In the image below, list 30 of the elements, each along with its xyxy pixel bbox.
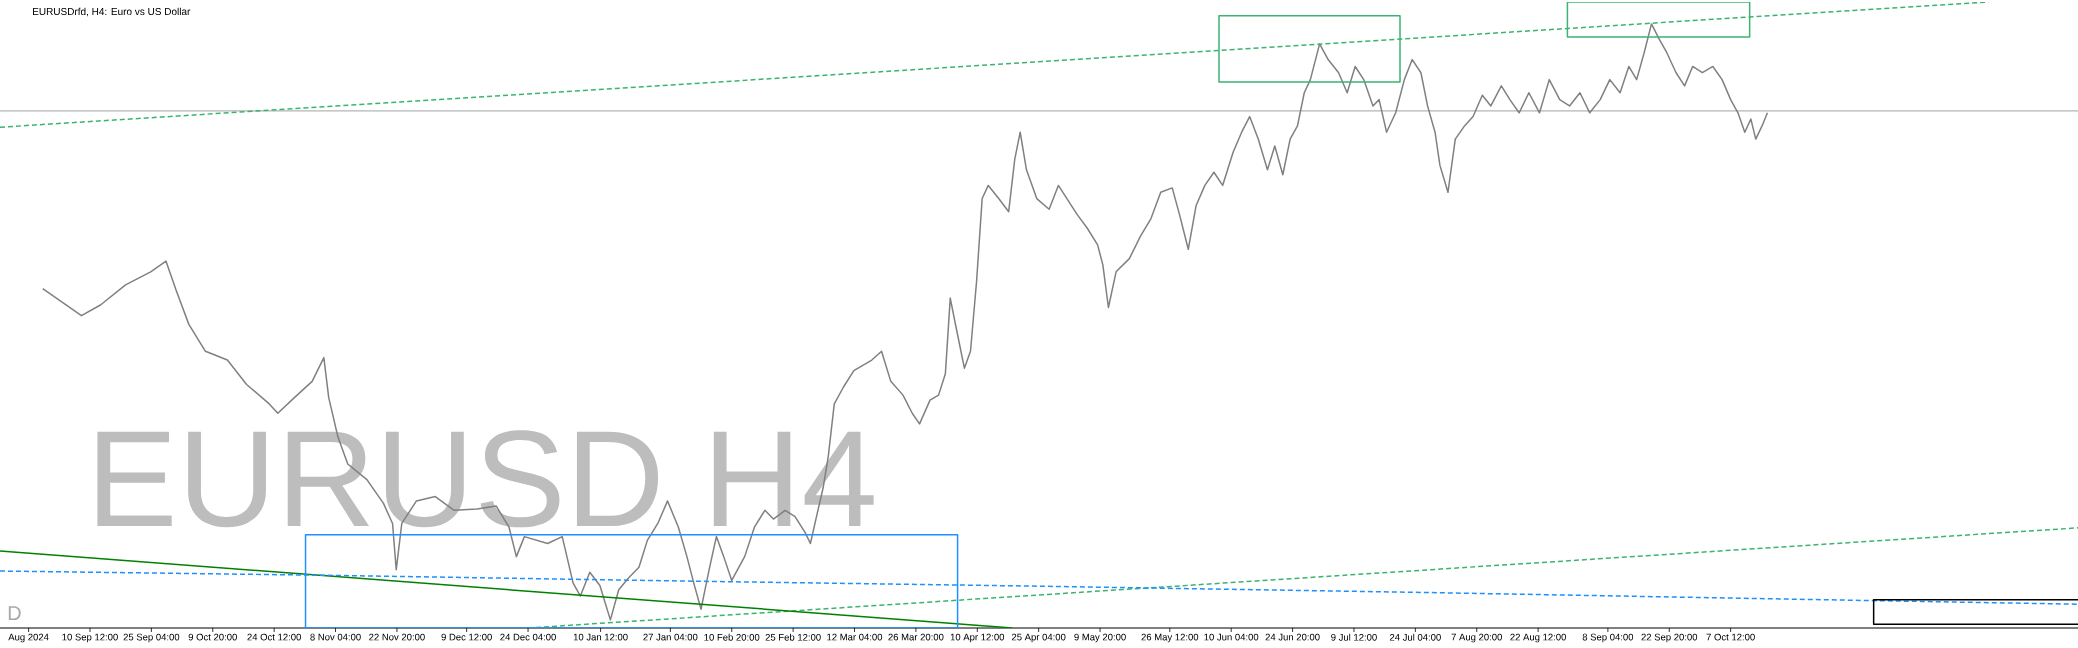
x-tick-label: 22 Aug 12:00 [1510,633,1566,643]
x-tick-label: 24 Jul 04:00 [1389,633,1441,641]
annotation: D [8,606,21,620]
x-tick-label: Aug 2024 [8,633,49,643]
x-tick-label: 7 Oct 12:00 [1706,633,1755,641]
x-tick-label: 9 Dec 12:00 [441,633,492,641]
x-tick-label: 8 Sep 04:00 [1582,633,1634,643]
x-tick-label: 7 Aug 20:00 [1451,633,1502,643]
x-tick-label: 9 May 20:00 [1074,633,1126,643]
x-tick-label: 10 Jun 04:00 [1204,633,1259,641]
text: EURUSDrfd, H4: Euro vs US Dollar [33,7,191,17]
x-tick-label: 10 Sep 12:00 [62,633,118,643]
x-tick-label: 10 Feb 20:00 [704,633,760,641]
x-tick-label: 9 Oct 20:00 [188,633,237,641]
x-tick-label: 24 Oct 12:00 [247,633,301,641]
x-tick-label: 25 Feb 12:00 [765,633,821,641]
x-tick-label: 24 Jun 20:00 [1265,633,1320,641]
x-tick-label: 10 Apr 12:00 [950,633,1005,643]
x-tick-label: 9 Jul 12:00 [1331,633,1377,641]
x-tick-label: 24 Dec 04:00 [500,633,556,641]
x-tick-label: 12 Mar 04:00 [827,633,883,641]
x-tick-label: 22 Sep 20:00 [1641,633,1698,643]
x-tick-label: 25 Sep 04:00 [123,633,180,643]
x-tick-label: 25 Apr 04:00 [1011,633,1066,643]
x-tick-label: 26 Mar 20:00 [888,633,944,641]
x-tick-label: 22 Nov 20:00 [369,633,425,641]
x-tick-label: 8 Nov 04:00 [310,633,361,641]
x-tick-label: 10 Jan 12:00 [573,633,628,641]
x-tick-label: 26 May 12:00 [1141,633,1199,643]
x-tick-label: 27 Jan 04:00 [643,633,698,641]
